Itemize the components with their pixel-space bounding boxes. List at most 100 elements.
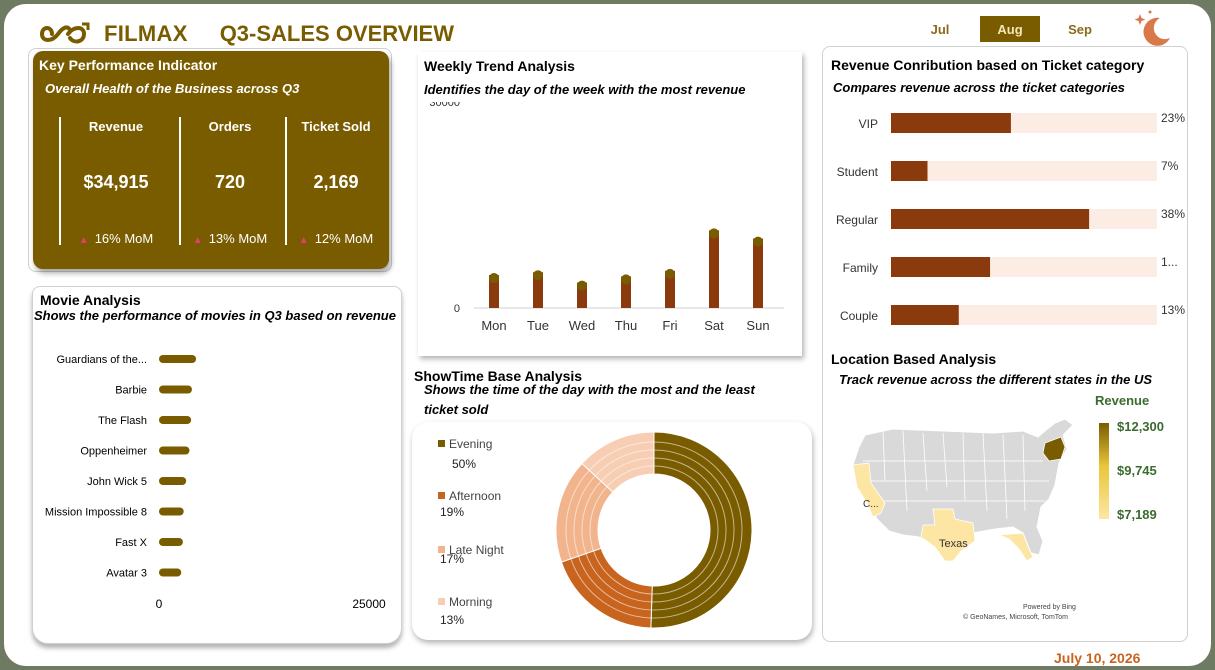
kpi-revenue-mom: 16% MoM [94,231,154,246]
donut-slice [581,431,655,493]
weekly-xtick: Sun [746,318,769,333]
movie-label: Barbie [115,385,147,397]
movie-label: Mission Impossible 8 [45,507,147,519]
donut-value-label: 13% [440,613,464,627]
kpi-orders-label: Orders [208,119,252,134]
weekly-xtick: Sat [704,318,724,333]
month-slicer: Jul Aug Sep [910,16,1120,42]
donut-ring [589,486,608,552]
movie-tick: 25000 [352,597,386,611]
legend-max: $12,300 [1117,419,1164,434]
kpi-revenue-label: Revenue [88,119,144,134]
weekly-trend-panel: Weekly Trend Analysis Identifies the day… [412,46,808,366]
ticket-label: VIP [859,117,878,131]
showtime-subtitle-1: Shows the time of the day with the most … [424,382,755,397]
showtime-title: ShowTime Base Analysis [414,368,583,384]
ticket-bar-bg [891,161,1157,181]
donut-ring [600,457,655,482]
donut-legend-label: Morning [449,595,492,609]
ticket-bar [891,209,1090,229]
weekly-bar [533,272,543,308]
texas-state [920,508,976,562]
donut-legend-label: Evening [449,437,492,451]
map-label-texas: Texas [939,538,968,550]
kpi-orders: Orders 720 ▲ 13% MoM [179,117,279,246]
donut-legend-swatch [438,598,445,605]
donut-ring [651,465,719,595]
donut-slice [650,431,753,629]
weekly-bar-cap [621,274,631,285]
ticket-bar-chart: VIP 23% Student 7% Regular 38% Family 1... Coupl… [836,111,1185,325]
donut-ring [581,480,602,554]
donut-ring [565,469,590,559]
movie-label: Avatar 3 [106,568,147,580]
up-triangle-icon: ▲ [78,235,89,246]
weekly-bar [577,282,587,308]
movie-label: John Wick 5 [87,476,147,488]
weekly-subtitle: Identifies the day of the week with the … [424,82,746,97]
donut-ring [573,475,596,557]
weekly-bar [621,276,631,308]
kpi-orders-mom: 13% MoM [208,231,268,246]
ticket-value-label: 23% [1161,111,1185,125]
donut-ring [606,465,655,487]
weekly-xtick: Thu [615,318,637,333]
ticket-bar [891,257,991,277]
donut-value-label: 19% [440,505,464,519]
month-sep-button[interactable]: Sep [1068,21,1092,37]
movie-label: Guardians of the... [57,354,148,366]
weekly-bar-cap [577,280,587,291]
ticket-bar [891,113,1011,133]
up-triangle-icon: ▲ [192,235,203,246]
kpi-revenue: Revenue $34,915 ▲ 16% MoM [59,117,171,246]
movie-bar [159,568,182,577]
map-credit-1: Powered by Bing [1023,604,1076,611]
weekly-bar-cap [753,236,763,247]
page-title: Q3-SALES OVERVIEW [219,21,454,46]
movie-bar [159,355,197,363]
movie-bar [159,416,192,424]
donut-value-label: 50% [452,457,476,471]
movie-analysis-panel: Movie Analysis Shows the performance of … [32,286,402,644]
new-york-state [1042,436,1066,462]
ticket-subtitle: Compares revenue across the ticket categ… [833,80,1125,95]
weekly-bar [489,275,499,308]
kpi-revenue-value: $34,915 [83,172,149,192]
month-jul-button[interactable]: Jul [930,21,950,37]
donut-legend-swatch [438,546,445,553]
kpi-panel: Key Performance Indicator Overall Health… [28,48,392,272]
ticket-bar [891,161,928,181]
kpi-tickets-mom: 12% MoM [314,231,374,246]
donut-slice [560,547,653,629]
weekly-xtick: Mon [481,318,506,333]
movie-subtitle: Shows the performance of movies in Q3 ba… [34,308,396,323]
movie-label: Fast X [115,537,147,549]
ticket-label: Couple [840,309,878,323]
ticket-value-label: 13% [1161,303,1185,317]
weekly-bar [709,230,719,308]
donut-ring [651,441,743,619]
movie-bar [159,385,192,394]
donut-ring [585,553,652,603]
legend-mid: $9,745 [1117,463,1157,478]
weekly-bar-cap [489,273,499,284]
movie-label: Oppenheimer [80,446,147,458]
dashboard-sheet: FILMAX Q3-SALES OVERVIEW Jul Aug Sep Key… [4,4,1211,666]
legend-min: $7,189 [1117,507,1157,522]
ticket-title: Revenue Conribution based on Ticket cate… [831,57,1145,73]
map-label-california: C... [863,499,879,510]
movie-bar [159,538,183,546]
weekly-title: Weekly Trend Analysis [424,58,575,74]
movie-label: The Flash [98,415,147,427]
donut-legend-swatch [438,492,445,499]
weekly-bar-cap [665,268,675,279]
donut-value-label: 17% [440,552,464,566]
showtime-subtitle-2: ticket sold [424,402,489,417]
donut-ring [594,449,655,477]
kpi-card: Key Performance Indicator Overall Health… [33,51,389,269]
report-date: July 10, 2026 [1054,650,1141,666]
map-credit-2: © GeoNames, Microsoft, TomTom [963,613,1068,621]
donut-ring [651,457,727,603]
month-aug-button[interactable]: Aug [980,16,1040,42]
kpi-title: Key Performance Indicator [39,57,218,73]
